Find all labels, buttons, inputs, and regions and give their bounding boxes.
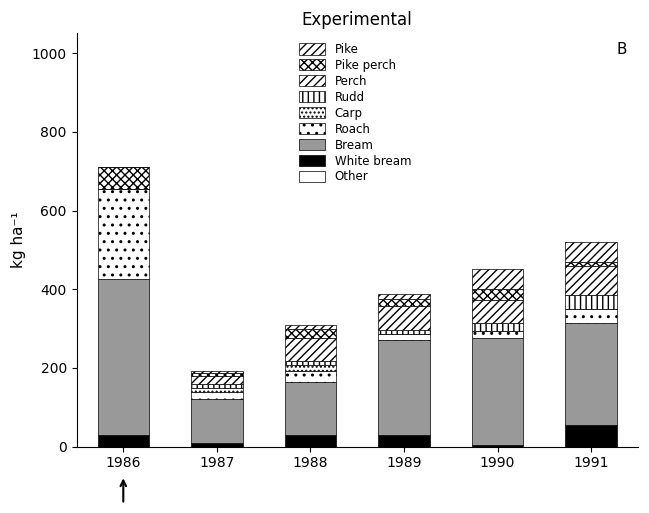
Bar: [191, 372, 243, 376]
Bar: [285, 435, 336, 447]
Bar: [472, 323, 523, 330]
Bar: [285, 382, 336, 435]
Bar: [97, 435, 149, 447]
Bar: [191, 392, 243, 400]
Bar: [191, 388, 243, 392]
Text: B: B: [616, 42, 627, 57]
Bar: [472, 330, 523, 339]
Bar: [565, 323, 617, 425]
Bar: [97, 280, 149, 435]
Bar: [472, 289, 523, 300]
Bar: [191, 400, 243, 443]
Bar: [191, 371, 243, 372]
Bar: [285, 361, 336, 365]
Bar: [285, 329, 336, 338]
Bar: [378, 435, 430, 447]
Bar: [565, 262, 617, 266]
Bar: [472, 339, 523, 445]
Bar: [191, 443, 243, 447]
Legend: Pike, Pike perch, Perch, Rudd, Carp, Roach, Bream, White bream, Other: Pike, Pike perch, Perch, Rudd, Carp, Roa…: [296, 40, 415, 187]
Bar: [472, 445, 523, 447]
Bar: [285, 325, 336, 329]
Bar: [472, 300, 523, 323]
Bar: [285, 338, 336, 361]
Bar: [97, 189, 149, 280]
Bar: [285, 371, 336, 382]
Bar: [565, 266, 617, 295]
Bar: [378, 299, 430, 306]
Bar: [378, 340, 430, 435]
Bar: [378, 294, 430, 299]
Bar: [191, 384, 243, 388]
Bar: [565, 425, 617, 447]
Bar: [97, 167, 149, 189]
Bar: [378, 330, 430, 334]
Bar: [378, 306, 430, 330]
Bar: [565, 309, 617, 323]
Bar: [191, 376, 243, 384]
Bar: [472, 269, 523, 289]
Bar: [285, 365, 336, 371]
Y-axis label: kg ha⁻¹: kg ha⁻¹: [11, 212, 26, 268]
Bar: [565, 242, 617, 262]
Bar: [565, 295, 617, 309]
Bar: [378, 334, 430, 340]
Title: Experimental: Experimental: [302, 11, 413, 29]
